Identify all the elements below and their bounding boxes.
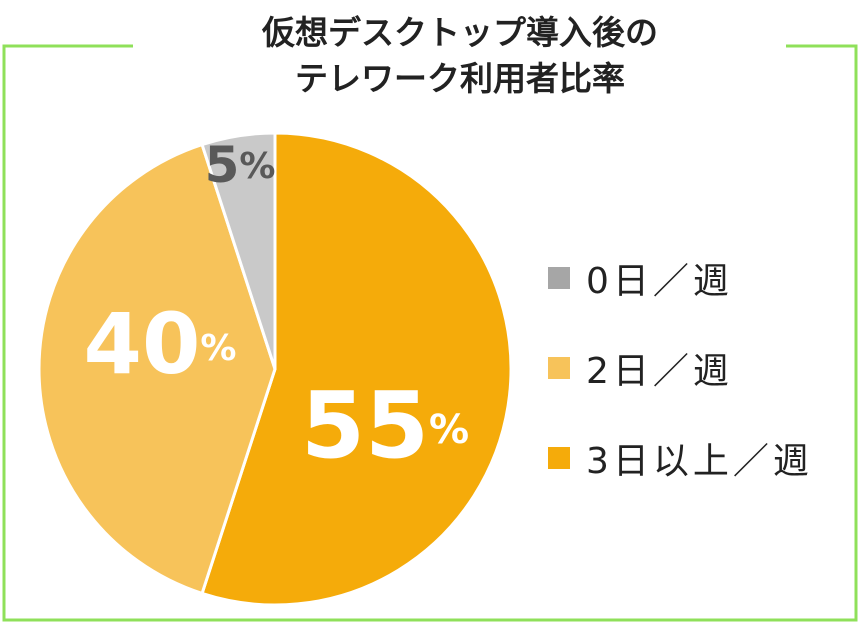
legend-swatch [548, 447, 570, 469]
legend-label: 2日／週 [586, 351, 733, 392]
pie-slice-0 [200, 131, 277, 370]
legend-item-1: 2日／週 [548, 348, 733, 392]
legend-swatch [548, 267, 570, 289]
legend-item-0: 0日／週 [548, 258, 733, 302]
slice-value-label-1: 40% [84, 295, 237, 393]
chart-title-line-1: 仮想デスクトップ導入後の [262, 13, 658, 52]
slice-value-label-0: 5% [205, 136, 276, 194]
legend-label: 0日／週 [586, 261, 733, 302]
legend-swatch [548, 357, 570, 379]
slice-value-label-2: 55% [301, 372, 469, 479]
chart-title-line-2: テレワーク利用者比率 [295, 59, 625, 98]
legend-item-2: 3日以上／週 [548, 438, 813, 482]
legend-label: 3日以上／週 [586, 441, 813, 482]
pie-slice-2 [200, 131, 513, 607]
pie-slice-1 [37, 142, 277, 596]
